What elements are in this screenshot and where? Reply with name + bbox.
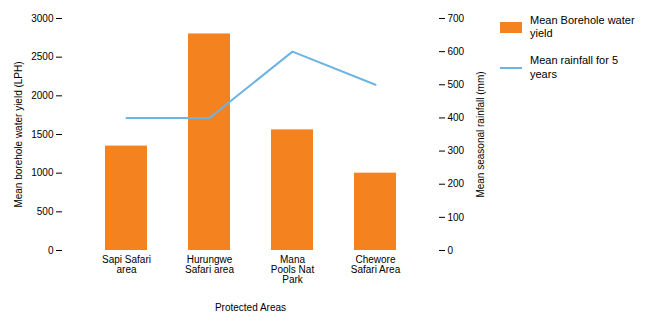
svg-text:Mean seasonal rainfall (mm): Mean seasonal rainfall (mm) bbox=[475, 71, 486, 197]
svg-text:500: 500 bbox=[37, 206, 54, 217]
svg-text:0: 0 bbox=[448, 245, 454, 256]
svg-text:700: 700 bbox=[448, 13, 465, 24]
svg-text:CheworeSafari Area: CheworeSafari Area bbox=[351, 254, 401, 275]
svg-text:Sapi Safariarea: Sapi Safariarea bbox=[102, 254, 151, 275]
svg-text:3000: 3000 bbox=[31, 13, 54, 24]
html-text:Mean rainfall for 5 years: Mean rainfall for 5 years bbox=[530, 54, 618, 80]
svg-text:2000: 2000 bbox=[31, 90, 54, 101]
svg-text:100: 100 bbox=[448, 212, 465, 223]
svg-text:2500: 2500 bbox=[31, 51, 54, 62]
svg-text:1500: 1500 bbox=[31, 129, 54, 140]
svg-text:200: 200 bbox=[448, 178, 465, 189]
svg-text:500: 500 bbox=[448, 79, 465, 90]
svg-text:Protected Areas: Protected Areas bbox=[215, 302, 286, 313]
svg-text:300: 300 bbox=[448, 145, 465, 156]
svg-text:Mean borehole water yield (LPH: Mean borehole water yield (LPH) bbox=[13, 61, 24, 207]
svg-text:1000: 1000 bbox=[31, 167, 54, 178]
svg-text:0: 0 bbox=[48, 245, 54, 256]
svg-text:HurungweSafari area: HurungweSafari area bbox=[185, 254, 234, 275]
svg-text:600: 600 bbox=[448, 46, 465, 57]
svg-text:ManaPools NatPark: ManaPools NatPark bbox=[271, 254, 315, 285]
html-text:Mean Borehole water yield: Mean Borehole water yield bbox=[530, 14, 635, 40]
svg-text:400: 400 bbox=[448, 112, 465, 123]
